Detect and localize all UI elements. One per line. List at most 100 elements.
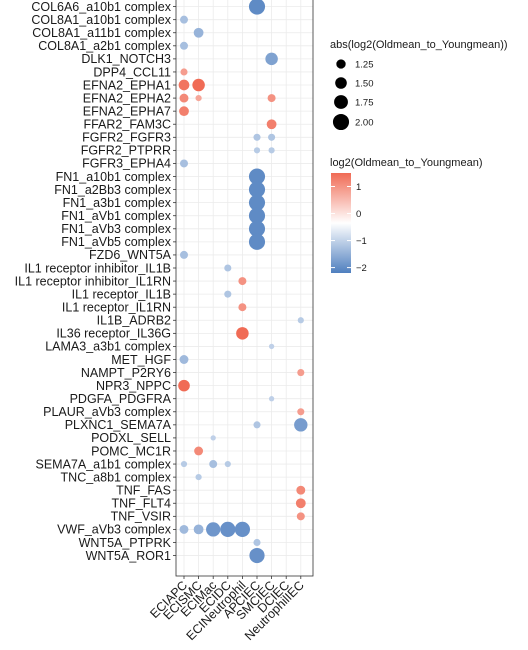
- y-tick-label: FN1_aVb3 complex: [61, 222, 172, 236]
- data-point: [253, 147, 261, 154]
- data-point: [267, 94, 276, 103]
- data-point: [209, 460, 218, 469]
- data-point: [248, 0, 266, 15]
- data-point: [294, 418, 308, 432]
- data-point: [224, 460, 231, 468]
- data-point: [180, 15, 188, 24]
- size-legend-label: 1.75: [355, 98, 374, 109]
- color-legend-title: log2(Oldmean_to_Youngmean): [330, 157, 482, 169]
- color-legend: log2(Oldmean_to_Youngmean) 1 0 −1 −2: [330, 157, 482, 274]
- y-tick-label: VWF_aVb3 complex: [57, 523, 172, 537]
- data-point: [268, 343, 275, 350]
- data-point: [195, 94, 202, 102]
- y-tick-label: SEMA7A_a1b1 complex: [36, 457, 172, 471]
- y-tick-label: FGFR2_FGFR3: [82, 131, 171, 145]
- y-tick-label: WNT5A_PTPRK: [79, 536, 172, 550]
- data-point: [236, 327, 249, 340]
- data-point: [234, 521, 250, 538]
- size-legend-key: [334, 95, 348, 109]
- data-point: [178, 379, 190, 392]
- y-tick-label: DPP4_CCL11: [93, 65, 171, 79]
- data-point: [179, 524, 189, 534]
- x-axis: ECIAPCECISMCECIMacECIDCECINeutrophilAPCI…: [147, 576, 307, 643]
- data-point: [193, 27, 204, 38]
- data-points: [178, 0, 308, 564]
- size-legend-label: 2.00: [355, 118, 374, 129]
- y-tick-label: COL8A1_a11b1 complex: [32, 26, 171, 40]
- data-point: [220, 521, 236, 538]
- data-point: [179, 93, 189, 103]
- size-legend-key: [332, 113, 350, 131]
- size-legend-key: [335, 77, 347, 89]
- data-point: [210, 435, 216, 441]
- data-point: [296, 512, 305, 521]
- data-point: [268, 133, 276, 141]
- data-point: [224, 290, 232, 298]
- data-point: [248, 207, 266, 224]
- size-legend-label: 1.50: [355, 79, 374, 90]
- y-tick-label: IL1 receptor inhibitor_IL1B: [24, 261, 171, 275]
- y-tick-label: PDGFA_PDGFRA: [70, 392, 172, 406]
- data-point: [248, 181, 266, 198]
- data-point: [180, 250, 188, 259]
- y-tick-label: COL8A1_a10b1 complex: [31, 13, 171, 27]
- data-point: [265, 52, 278, 66]
- y-tick-label: FZD6_WNT5A: [89, 248, 172, 262]
- data-point: [248, 233, 266, 250]
- y-tick-label: FFAR2_FAM3C: [83, 118, 171, 132]
- size-legend-key: [336, 59, 346, 69]
- color-legend-bar: [331, 173, 351, 273]
- y-tick-label: FGFR2_PTPRR: [81, 144, 171, 158]
- color-legend-label: −2: [356, 263, 367, 274]
- data-point: [179, 106, 189, 117]
- y-tick-label: IL1 receptor_IL1RN: [62, 301, 171, 315]
- data-point: [248, 168, 266, 185]
- data-point: [180, 68, 188, 76]
- y-tick-label: PODXL_SELL: [91, 431, 171, 445]
- y-tick-label: WNT5A_ROR1: [86, 549, 171, 563]
- y-tick-label: DLK1_NOTCH3: [81, 52, 171, 66]
- y-tick-label: IL36 receptor_IL36G: [56, 327, 171, 341]
- y-tick-label: NAMPT_P2RY6: [81, 366, 171, 380]
- data-point: [206, 522, 221, 537]
- data-point: [253, 133, 261, 141]
- data-point: [297, 369, 305, 377]
- data-point: [238, 277, 247, 286]
- y-tick-label: PLAUR_aVb3 complex: [43, 405, 172, 419]
- y-tick-label: PLXNC1_SEMA7A: [65, 418, 172, 432]
- data-point: [194, 446, 204, 456]
- data-point: [248, 220, 266, 237]
- y-tick-label: TNC_a8b1 complex: [61, 470, 172, 484]
- data-point: [178, 79, 190, 91]
- y-tick-label: LAMA3_a3b1 complex: [45, 340, 172, 354]
- data-point: [179, 355, 189, 364]
- y-tick-label: NPR3_NPPC: [96, 379, 171, 393]
- size-legend-label: 1.25: [355, 60, 374, 71]
- y-tick-label: POMC_MC1R: [91, 444, 171, 458]
- y-tick-label: TNF_VSIR: [111, 510, 171, 524]
- data-point: [297, 317, 304, 324]
- y-tick-label: IL1 receptor_IL1B: [72, 287, 171, 301]
- y-tick-label: FN1_a2Bb3 complex: [54, 183, 171, 197]
- y-tick-label: EFNA2_EPHA2: [83, 91, 171, 105]
- color-legend-label: 1: [356, 182, 361, 193]
- data-point: [296, 485, 306, 495]
- y-tick-label: FN1_a10b1 complex: [56, 170, 172, 184]
- size-legend: abs(log2(Oldmean_to_Youngmean)) 1.25 1.50…: [330, 39, 508, 131]
- data-point: [180, 159, 188, 168]
- y-tick-label: TNF_FLT4: [112, 497, 172, 511]
- data-point: [253, 538, 261, 547]
- y-tick-label: FN1_aVb1 complex: [61, 209, 172, 223]
- data-point: [268, 396, 275, 402]
- y-tick-label: COL6A6_a10b1 complex: [31, 0, 171, 14]
- data-point: [268, 147, 275, 154]
- panel-border: [175, 0, 314, 577]
- data-point: [195, 474, 202, 481]
- y-tick-label: MET_HGF: [111, 353, 171, 367]
- y-tick-label: FN1_aVb5 complex: [61, 235, 172, 249]
- data-point: [180, 41, 188, 50]
- data-point: [238, 303, 247, 312]
